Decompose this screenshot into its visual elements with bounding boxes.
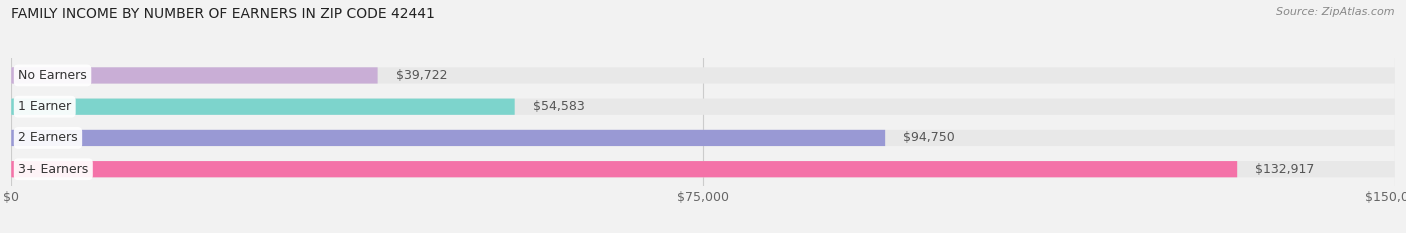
Text: $39,722: $39,722 [395,69,447,82]
Text: $94,750: $94,750 [903,131,955,144]
FancyBboxPatch shape [11,67,1395,84]
FancyBboxPatch shape [11,161,1237,177]
Text: No Earners: No Earners [18,69,87,82]
FancyBboxPatch shape [11,99,515,115]
Text: $54,583: $54,583 [533,100,585,113]
FancyBboxPatch shape [11,130,886,146]
Text: FAMILY INCOME BY NUMBER OF EARNERS IN ZIP CODE 42441: FAMILY INCOME BY NUMBER OF EARNERS IN ZI… [11,7,434,21]
Text: 2 Earners: 2 Earners [18,131,77,144]
FancyBboxPatch shape [11,67,378,84]
Text: 1 Earner: 1 Earner [18,100,72,113]
Text: 3+ Earners: 3+ Earners [18,163,89,176]
FancyBboxPatch shape [11,130,1395,146]
Text: $132,917: $132,917 [1256,163,1315,176]
FancyBboxPatch shape [11,99,1395,115]
FancyBboxPatch shape [11,161,1395,177]
Text: Source: ZipAtlas.com: Source: ZipAtlas.com [1277,7,1395,17]
